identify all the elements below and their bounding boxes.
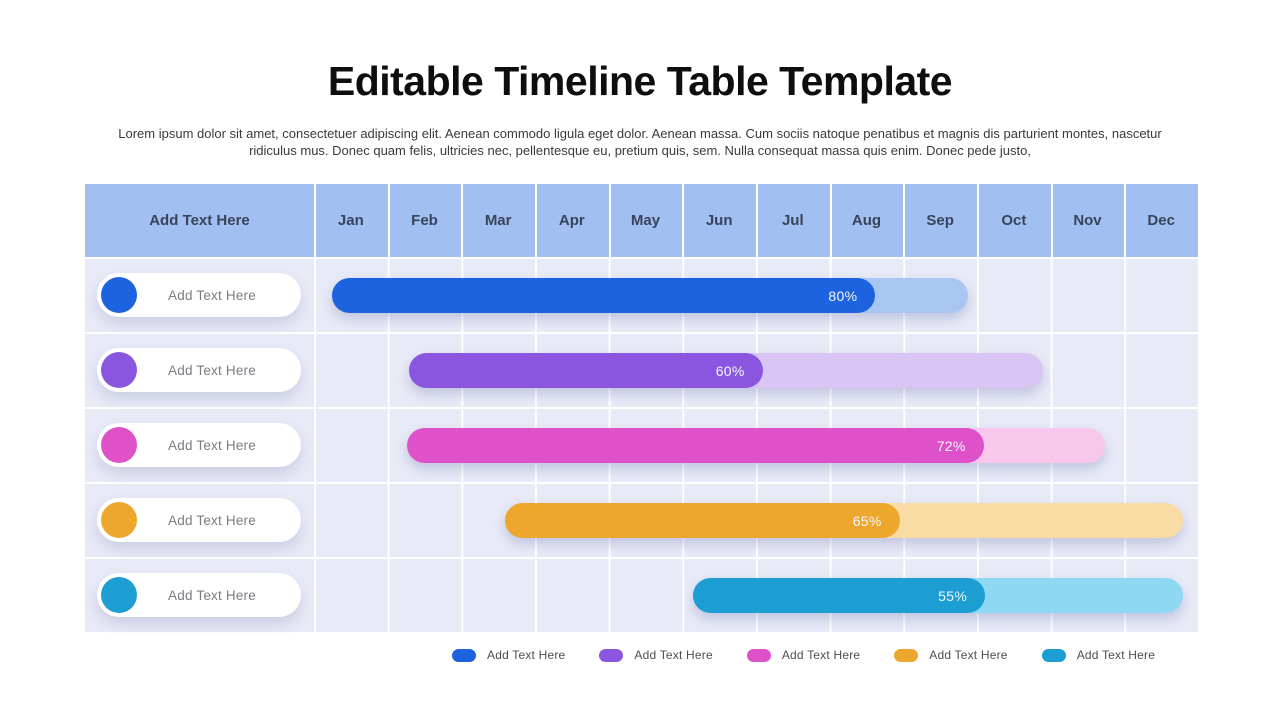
row-label: Add Text Here <box>168 362 256 378</box>
legend-swatch-icon <box>452 648 476 662</box>
month-header-sep: Sep <box>903 184 977 257</box>
legend-item[interactable]: Add Text Here <box>1041 648 1156 662</box>
row-label: Add Text Here <box>168 287 256 303</box>
progress-label: 60% <box>715 362 745 379</box>
table-row: Add Text Here 60% <box>85 334 1198 407</box>
legend-label: Add Text Here <box>929 648 1008 662</box>
timeline-bar-track[interactable]: 80% <box>331 278 969 313</box>
table-header-row: Add Text Here Jan Feb Mar Apr May Jun Jul Aug Se… <box>85 184 1198 257</box>
row-label: Add Text Here <box>168 512 256 528</box>
row-timeline: 72% <box>314 409 1198 482</box>
timeline-bar-fill[interactable]: 55% <box>692 578 986 613</box>
timeline-bar-track[interactable]: 60% <box>409 353 1044 388</box>
month-header-jul: Jul <box>756 184 830 257</box>
month-header-oct: Oct <box>977 184 1051 257</box>
row-label-pill[interactable]: Add Text Here <box>97 273 301 317</box>
month-header-jan: Jan <box>314 184 388 257</box>
timeline-bar-track[interactable]: 72% <box>406 428 1106 463</box>
row-label-pill[interactable]: Add Text Here <box>97 423 301 467</box>
timeline-table: Add Text Here Jan Feb Mar Apr May Jun Jul Aug Se… <box>85 184 1198 632</box>
progress-label: 65% <box>852 512 882 529</box>
page-subtitle: Lorem ipsum dolor sit amet, consectetuer… <box>118 126 1162 158</box>
legend-swatch-icon <box>1041 648 1066 662</box>
month-header-nov: Nov <box>1051 184 1125 257</box>
row-color-dot-icon <box>101 277 137 313</box>
legend-item[interactable]: Add Text Here <box>746 648 861 662</box>
table-body: Add Text Here 80% Add Text Here 60% <box>85 259 1198 632</box>
legend-swatch-icon <box>599 648 624 662</box>
legend-item[interactable]: Add Text Here <box>452 648 565 662</box>
timeline-bar-fill[interactable]: 65% <box>504 503 900 538</box>
row-timeline: 55% <box>314 559 1198 632</box>
timeline-bar-fill[interactable]: 60% <box>409 353 763 388</box>
month-header-apr: Apr <box>535 184 609 257</box>
progress-label: 72% <box>936 437 966 454</box>
label-column-header[interactable]: Add Text Here <box>149 212 250 229</box>
row-timeline: 80% <box>314 259 1198 332</box>
month-header-jun: Jun <box>682 184 756 257</box>
timeline-bar-fill[interactable]: 80% <box>331 278 876 313</box>
row-label: Add Text Here <box>168 437 256 453</box>
page-title: Editable Timeline Table Template <box>327 58 953 104</box>
row-label-pill[interactable]: Add Text Here <box>97 573 301 617</box>
legend-swatch-icon <box>746 648 771 662</box>
table-row: Add Text Here 80% <box>85 259 1198 332</box>
legend: Add Text Here Add Text Here Add Text Her… <box>452 648 1155 662</box>
table-row: Add Text Here 72% <box>85 409 1198 482</box>
timeline-bar-track[interactable]: 55% <box>692 578 1184 613</box>
legend-item[interactable]: Add Text Here <box>599 648 713 662</box>
row-label-pill[interactable]: Add Text Here <box>97 498 301 542</box>
row-color-dot-icon <box>101 502 137 538</box>
progress-label: 80% <box>828 287 858 304</box>
legend-swatch-icon <box>894 648 919 662</box>
row-timeline: 65% <box>314 484 1198 557</box>
legend-label: Add Text Here <box>1076 648 1156 662</box>
row-label-pill[interactable]: Add Text Here <box>97 348 301 392</box>
row-label: Add Text Here <box>168 587 256 603</box>
table-row: Add Text Here 55% <box>85 559 1198 632</box>
month-header-dec: Dec <box>1124 184 1198 257</box>
legend-label: Add Text Here <box>487 648 566 662</box>
legend-label: Add Text Here <box>781 648 861 662</box>
row-timeline: 60% <box>314 334 1198 407</box>
timeline-bar-track[interactable]: 65% <box>504 503 1184 538</box>
month-header-may: May <box>609 184 683 257</box>
row-color-dot-icon <box>101 352 137 388</box>
progress-label: 55% <box>938 587 968 604</box>
table-row: Add Text Here 65% <box>85 484 1198 557</box>
legend-label: Add Text Here <box>634 648 713 662</box>
month-header-feb: Feb <box>388 184 462 257</box>
timeline-bar-fill[interactable]: 72% <box>406 428 984 463</box>
row-color-dot-icon <box>101 577 137 613</box>
legend-item[interactable]: Add Text Here <box>894 648 1007 662</box>
row-color-dot-icon <box>101 427 137 463</box>
month-header-mar: Mar <box>461 184 535 257</box>
month-header-aug: Aug <box>830 184 904 257</box>
